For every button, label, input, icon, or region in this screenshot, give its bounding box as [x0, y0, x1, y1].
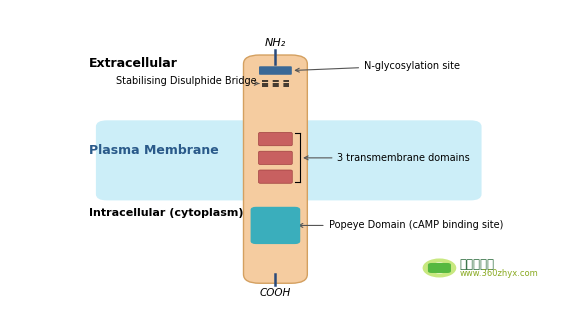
- FancyBboxPatch shape: [96, 120, 482, 201]
- FancyBboxPatch shape: [259, 151, 292, 164]
- Text: Plasma Membrane: Plasma Membrane: [89, 144, 219, 157]
- FancyBboxPatch shape: [244, 55, 307, 283]
- FancyBboxPatch shape: [259, 170, 292, 183]
- Text: Extracellular: Extracellular: [89, 57, 178, 70]
- Text: Intracellular (cytoplasm): Intracellular (cytoplasm): [89, 208, 244, 218]
- FancyBboxPatch shape: [259, 66, 292, 75]
- Text: N-glycosylation site: N-glycosylation site: [295, 60, 460, 72]
- Text: 转化医学网: 转化医学网: [459, 258, 494, 271]
- Text: COOH: COOH: [260, 288, 291, 298]
- Text: 3 transmembrane domains: 3 transmembrane domains: [304, 153, 470, 163]
- FancyBboxPatch shape: [428, 263, 451, 273]
- FancyBboxPatch shape: [251, 207, 300, 244]
- Text: Stabilising Disulphide Bridge: Stabilising Disulphide Bridge: [116, 76, 259, 86]
- FancyBboxPatch shape: [259, 133, 292, 146]
- Text: NH₂: NH₂: [265, 38, 286, 48]
- Text: Popeye Domain (cAMP binding site): Popeye Domain (cAMP binding site): [299, 220, 503, 230]
- Circle shape: [430, 263, 449, 273]
- Text: www.360zhyx.com: www.360zhyx.com: [459, 269, 538, 278]
- Circle shape: [423, 258, 456, 278]
